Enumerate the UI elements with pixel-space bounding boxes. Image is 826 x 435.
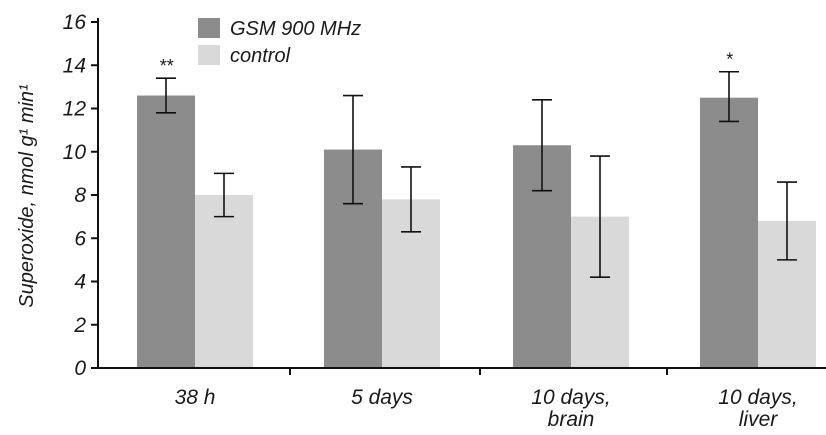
bar-gsm-0 [137,95,195,369]
error-bar-layer [156,70,797,278]
legend-label-control: control [230,45,291,67]
error-bar-gsm-1 [343,94,363,205]
y-tick-label: 6 [74,227,86,250]
y-tick-label: 4 [74,271,86,294]
x-category-label: 38 h [175,386,216,409]
y-tick-label: 16 [63,11,87,34]
y-tick-label: 10 [63,141,87,164]
axes: 0 2 4 6 8 10 12 14 16 38 h 5 days 10 days, brain 10 d… [63,11,826,431]
significance-layer: ** * [159,50,734,76]
y-tick-label: 12 [63,98,87,121]
significance-label: * [725,50,733,70]
significance-label: ** [159,56,174,76]
legend: GSM 900 MHz control [198,18,361,67]
legend-label-gsm: GSM 900 MHz [230,18,361,40]
y-tick-label: 8 [74,184,86,207]
error-bar-control-2 [590,155,610,278]
error-bar-control-1 [401,166,421,233]
y-tick-label: 0 [74,357,86,380]
legend-swatch-control [198,45,220,65]
bar-control-0 [195,195,253,368]
error-bar-gsm-3 [719,70,739,123]
y-axis-label: Superoxide, nmol g¹ min¹ [16,84,38,308]
bar-layer [137,95,816,369]
x-category-label: 10 days, liver [718,386,797,431]
error-bar-control-0 [214,172,234,218]
bar-gsm-3 [700,97,758,368]
error-bar-gsm-2 [532,99,552,192]
x-category-label: 10 days, brain [531,386,610,431]
error-bar-gsm-0 [156,77,176,114]
error-bar-control-3 [777,181,797,261]
y-tick-label: 2 [73,314,86,337]
x-category-label: 5 days [351,386,413,409]
legend-swatch-gsm [198,18,220,38]
y-tick-label: 14 [63,54,86,77]
